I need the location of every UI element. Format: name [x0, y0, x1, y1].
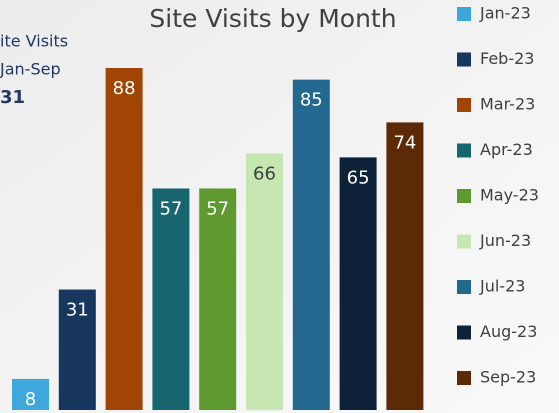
legend-label: Mar-23	[480, 95, 535, 114]
summary-label: ite Visits	[0, 32, 68, 51]
data-label: 65	[347, 167, 370, 188]
legend-label: Feb-23	[480, 49, 534, 68]
bar	[152, 188, 190, 410]
bar	[292, 79, 330, 410]
legend-swatch	[457, 234, 471, 249]
legend-label: Jun-23	[479, 231, 531, 250]
data-label: 85	[300, 90, 323, 111]
summary-period: Jan-Sep	[0, 60, 61, 79]
bar	[199, 188, 237, 410]
chart-title: Site Visits by Month	[149, 4, 396, 33]
legend-swatch	[457, 189, 471, 203]
legend-label: Jul-23	[479, 277, 525, 296]
bar	[386, 122, 424, 410]
data-label: 31	[66, 300, 89, 321]
data-label: 57	[159, 198, 182, 219]
data-label: 8	[25, 389, 36, 410]
legend-swatch	[457, 98, 471, 112]
legend-label: Sep-23	[480, 368, 536, 387]
legend-swatch	[457, 280, 471, 294]
data-label: 57	[206, 198, 229, 219]
legend-swatch	[457, 7, 471, 21]
bar	[58, 289, 96, 410]
bar	[105, 68, 143, 410]
legend-swatch	[457, 52, 471, 67]
bar	[339, 157, 377, 410]
legend-swatch	[457, 371, 471, 385]
data-label: 66	[253, 164, 276, 185]
legend-label: Aug-23	[480, 322, 537, 341]
bar	[246, 153, 283, 410]
data-label: 88	[113, 78, 136, 99]
legend-label: Apr-23	[480, 140, 533, 159]
legend-swatch	[457, 325, 471, 340]
bar	[12, 378, 49, 410]
data-label: 74	[393, 132, 416, 153]
legend-label: Jan-23	[479, 4, 531, 23]
summary-total: 31	[0, 87, 25, 108]
legend-swatch	[457, 143, 471, 158]
legend-label: May-23	[480, 186, 539, 205]
